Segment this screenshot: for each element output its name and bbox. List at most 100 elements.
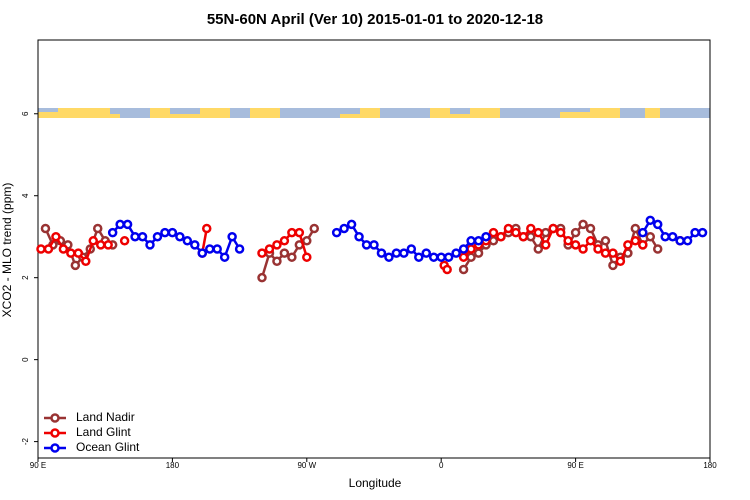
point (533, 244, 544, 254)
point (585, 236, 596, 246)
point (608, 248, 618, 258)
point (585, 223, 596, 234)
point (339, 223, 349, 234)
point (518, 231, 529, 242)
point (436, 252, 446, 262)
point (600, 236, 611, 246)
point (257, 248, 267, 258)
x-axis-label: Longitude (349, 476, 402, 490)
point (428, 252, 439, 262)
point (197, 248, 208, 258)
point (652, 244, 663, 254)
point (264, 244, 275, 254)
legend-label: Land Nadir (76, 410, 135, 424)
x-tick-label: 0 (439, 461, 444, 470)
point (526, 223, 536, 234)
x-tick-label: 90 W (297, 461, 316, 470)
x-tick-label: 90 E (30, 461, 46, 470)
point (548, 223, 558, 234)
point (384, 252, 394, 262)
point (92, 223, 103, 234)
point (190, 240, 200, 250)
point (88, 236, 99, 246)
point (466, 252, 476, 262)
point (608, 260, 618, 271)
point (593, 244, 603, 254)
point (309, 223, 320, 234)
point (182, 236, 193, 246)
point (95, 240, 106, 250)
point (369, 240, 379, 250)
point (137, 231, 148, 242)
legend-label: Land Glint (76, 425, 131, 439)
point (361, 240, 372, 250)
point (481, 231, 491, 242)
point (652, 219, 663, 230)
point (526, 231, 536, 242)
point (160, 227, 170, 238)
point (555, 227, 566, 238)
legend-label: Ocean Glint (76, 440, 140, 454)
point (279, 248, 290, 258)
point (294, 227, 305, 238)
point (354, 231, 364, 242)
point (331, 227, 342, 238)
point (227, 231, 237, 242)
point (443, 252, 454, 262)
point (302, 252, 312, 262)
point (234, 244, 245, 254)
point (540, 227, 551, 238)
point (563, 236, 573, 246)
point (697, 227, 708, 238)
point (421, 248, 432, 258)
point (391, 248, 402, 258)
point (257, 272, 267, 283)
legend-marker (50, 443, 60, 453)
point (690, 227, 700, 238)
point (675, 236, 685, 246)
point (122, 219, 133, 230)
point (458, 244, 469, 254)
point (623, 240, 633, 250)
point (615, 256, 626, 267)
point (540, 240, 551, 250)
point (36, 244, 46, 254)
legend-marker (50, 428, 60, 438)
y-tick-label: -2 (21, 438, 30, 446)
point (152, 231, 163, 242)
point (496, 231, 506, 242)
point (638, 240, 648, 250)
point (119, 236, 130, 246)
y-tick-label: 4 (21, 193, 30, 198)
point (645, 215, 656, 226)
y-tick-label: 0 (21, 357, 30, 362)
point (660, 231, 670, 242)
point (682, 236, 693, 246)
point (442, 264, 452, 275)
y-axis-label: XCO2 - MLO trend (ppm) (0, 183, 14, 318)
point (630, 236, 641, 246)
point (115, 219, 125, 230)
point (51, 231, 61, 242)
point (70, 260, 81, 271)
point (167, 227, 178, 238)
point (204, 244, 215, 254)
point (40, 223, 51, 234)
point (458, 252, 469, 262)
point (81, 256, 91, 267)
point (212, 244, 222, 254)
point (287, 227, 297, 238)
point (600, 248, 611, 258)
point (667, 231, 678, 242)
point (578, 219, 588, 230)
point (458, 264, 469, 275)
y-tick-label: 6 (21, 111, 30, 116)
point (503, 223, 514, 234)
point (43, 244, 54, 254)
point (175, 231, 185, 242)
point (578, 244, 588, 254)
point (346, 219, 357, 230)
point (645, 231, 656, 242)
point (73, 248, 84, 258)
